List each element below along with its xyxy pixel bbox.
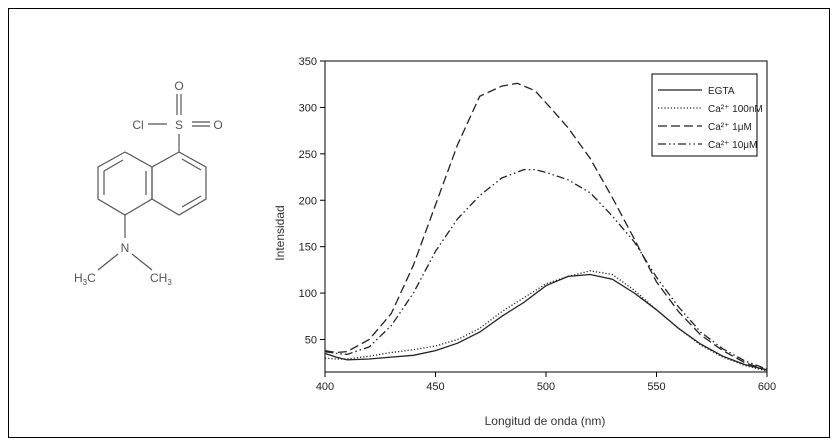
ch3-ch: CH (150, 271, 167, 285)
series-line-3 (324, 168, 768, 370)
atom-s: S (175, 118, 183, 132)
atom-n: N (121, 241, 130, 255)
atom-o-top: O (174, 79, 183, 93)
y-tick-label: 50 (305, 335, 317, 347)
y-tick-label: 350 (299, 56, 317, 68)
x-tick-label: 400 (316, 381, 334, 393)
y-tick-label: 150 (299, 242, 317, 254)
legend-box (651, 73, 758, 157)
ch3-sub: 3 (167, 278, 172, 287)
y-tick-label: 200 (299, 195, 317, 207)
legend-label-1: Ca²⁺ 100nM (708, 104, 763, 115)
series-line-1 (324, 270, 768, 372)
figure-frame (8, 8, 830, 438)
chart-axes: 400 450 500 550 600 50 100 150 200 250 300 350 (299, 56, 777, 393)
atom-o-right: O (213, 118, 222, 132)
chart-series (324, 82, 768, 372)
x-axis-label: Longitud de onda (nm) (485, 414, 606, 428)
atom-cl: Cl (132, 118, 143, 132)
group-h3c-left: H3C (74, 271, 96, 287)
y-tick-label: 100 (299, 288, 317, 300)
y-tick-label: 300 (299, 102, 317, 114)
series-line-2 (324, 82, 768, 371)
x-tick-label: 500 (537, 381, 555, 393)
x-tick-label: 600 (758, 381, 776, 393)
x-tick-label: 450 (426, 381, 444, 393)
chart-legend: EGTA Ca²⁺ 100nM Ca²⁺ 1μM Ca²⁺ 10μM (651, 73, 763, 157)
h3c-c: C (87, 271, 96, 285)
y-axis-label: Intensidad (273, 205, 287, 260)
legend-label-0: EGTA (708, 86, 735, 97)
legend-label-2: Ca²⁺ 1μM (708, 122, 752, 133)
h3c-h: H (74, 271, 83, 285)
h3c-sub: 3 (83, 278, 88, 287)
x-tick-label: 550 (647, 381, 665, 393)
legend-label-3: Ca²⁺ 10μM (708, 140, 757, 151)
series-line-0 (324, 273, 768, 371)
y-tick-label: 250 (299, 149, 317, 161)
group-ch3-right: CH3 (150, 271, 172, 287)
chemical-structure: O S O Cl N H3C CH3 (74, 79, 223, 287)
